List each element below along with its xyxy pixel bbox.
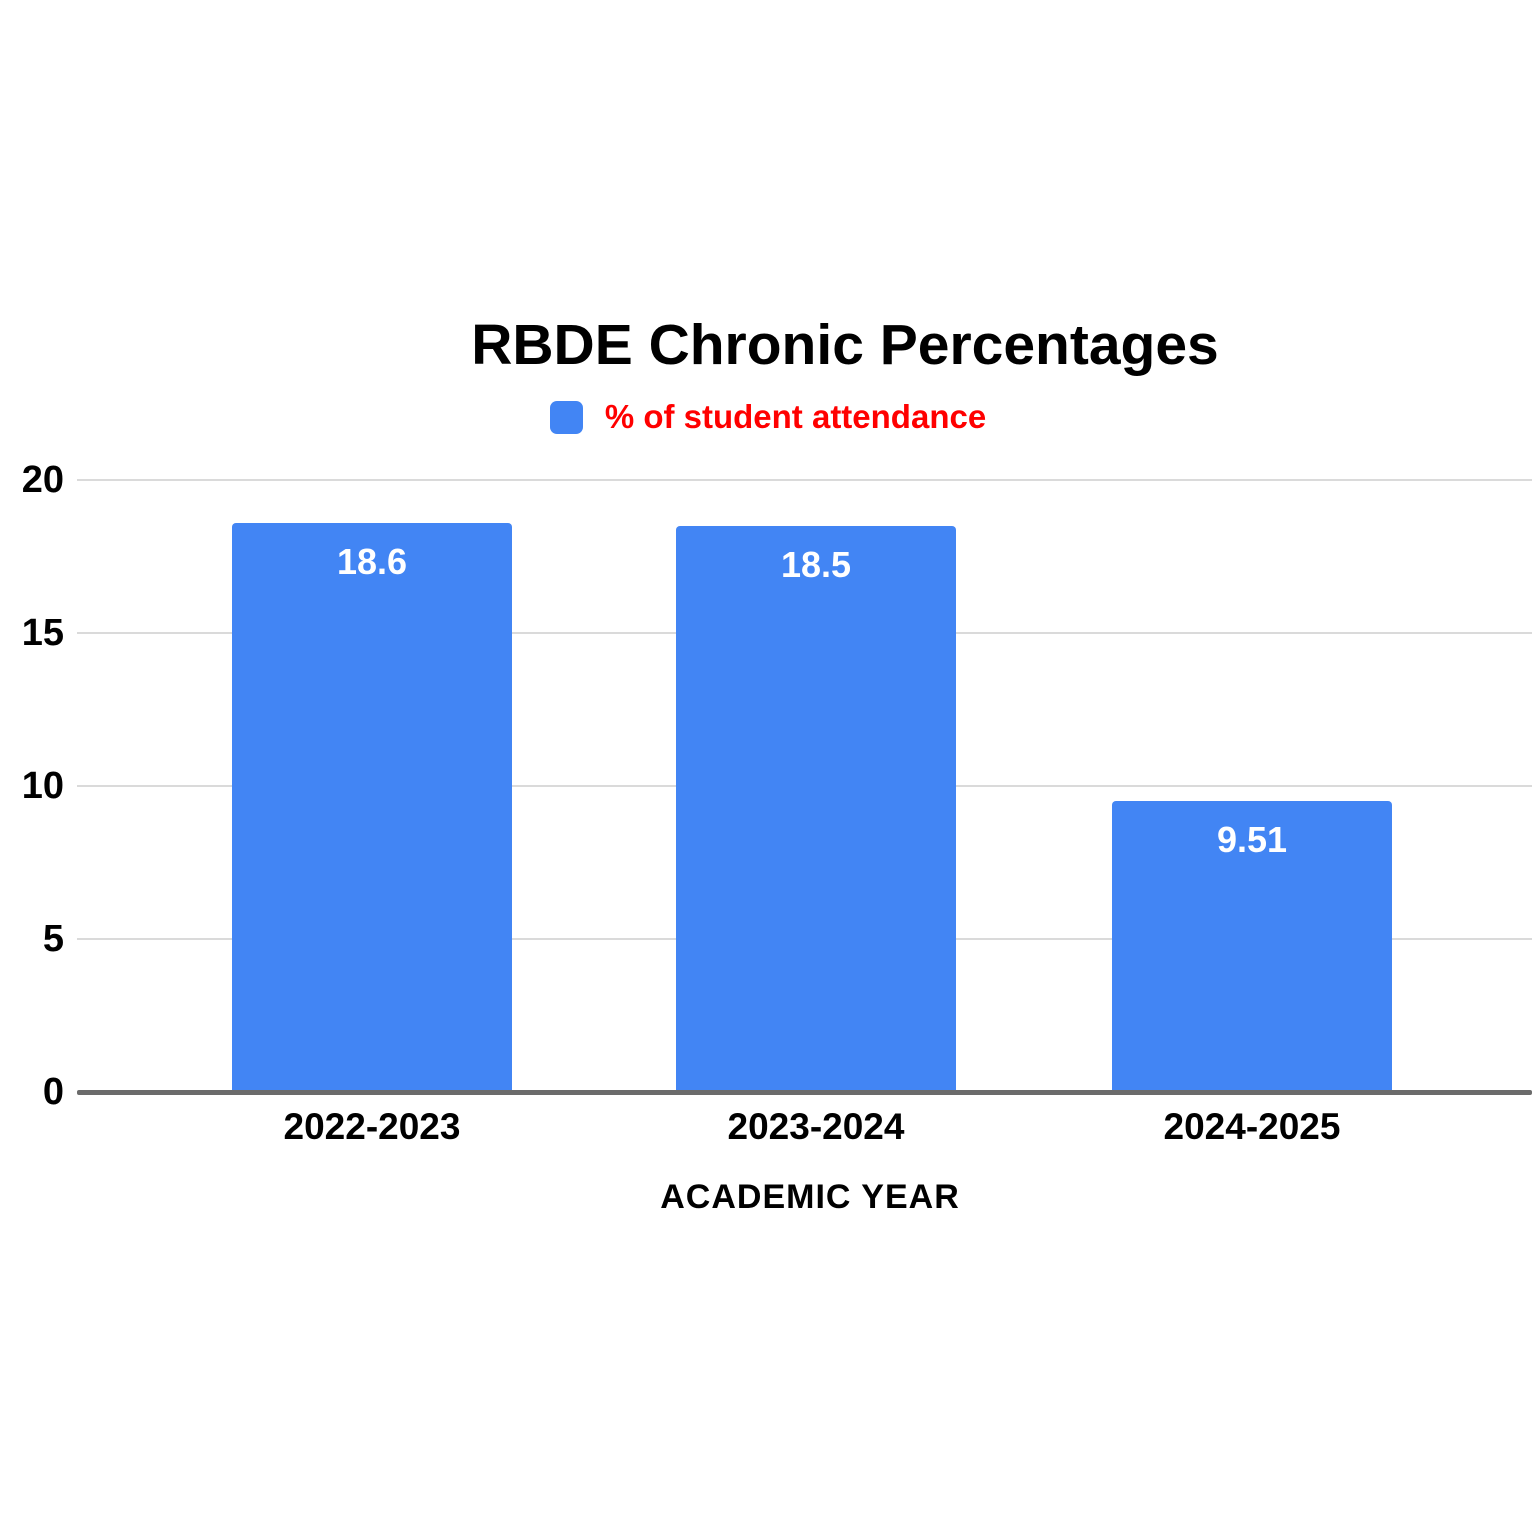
y-tick-label: 0 <box>42 1071 64 1113</box>
x-category-label: 2023-2024 <box>727 1106 905 1147</box>
legend-swatch-icon <box>549 400 583 434</box>
bar-value-label: 18.5 <box>780 543 852 585</box>
gridline <box>77 479 1532 481</box>
bar-2023-2024 <box>676 525 956 1092</box>
y-tick-label: 20 <box>21 459 64 501</box>
bar-value-label: 9.51 <box>1216 818 1288 860</box>
y-tick-label: 10 <box>21 765 64 807</box>
y-tick-label: 5 <box>42 918 64 960</box>
legend: % of student attendance <box>0 398 1536 436</box>
bar-value-label: 18.6 <box>336 540 408 582</box>
y-tick-label: 15 <box>21 612 64 654</box>
x-category-label: 2022-2023 <box>283 1106 461 1147</box>
x-category-label: 2024-2025 <box>1163 1106 1341 1147</box>
bar-2022-2023 <box>232 522 512 1092</box>
x-axis-line <box>77 1090 1532 1095</box>
x-axis-title: ACADEMIC YEAR <box>660 1178 960 1216</box>
legend-label: % of student attendance <box>604 398 987 435</box>
bar-2024-2025 <box>1112 800 1392 1092</box>
chart-title: RBDE Chronic Percentages <box>471 313 1219 377</box>
